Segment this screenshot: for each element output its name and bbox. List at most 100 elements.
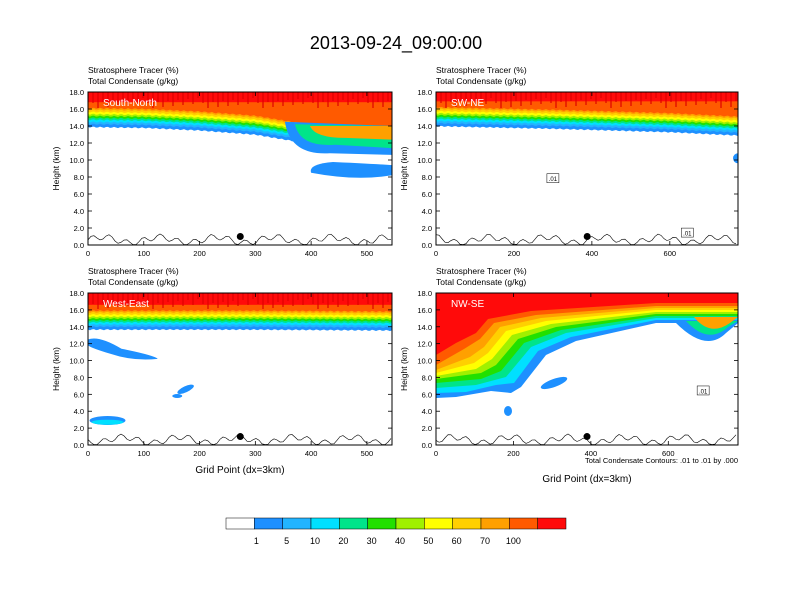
colorbar-label: 40 — [395, 536, 405, 546]
colorbar-swatch — [225, 517, 255, 530]
subtitle-condensate: Total Condensate (g/kg) — [88, 277, 178, 287]
cloud-blob — [540, 376, 568, 390]
colorbar-label: 5 — [284, 536, 289, 546]
subtitle-condensate: Total Condensate (g/kg) — [436, 277, 526, 287]
colorbar-label: 30 — [367, 536, 377, 546]
surface-marker — [583, 433, 591, 441]
panel-label: SW-NE — [451, 98, 484, 109]
y-tick-label: 8.0 — [74, 173, 84, 182]
y-axis-label: Height (km) — [399, 146, 409, 190]
y-tick-label: 10.0 — [69, 357, 84, 366]
colorbar-swatch — [254, 517, 283, 530]
cloud-blob — [177, 384, 194, 394]
panel-south-north: South-North Stratosphere Tracer (%)Total … — [51, 65, 393, 258]
y-tick-label: 4.0 — [422, 407, 432, 416]
x-axis-label: Grid Point (dx=3km) — [195, 465, 284, 476]
y-tick-label: 2.0 — [422, 224, 432, 233]
stratosphere-fill — [88, 92, 392, 103]
y-tick-label: 10.0 — [417, 357, 432, 366]
y-tick-label: 2.0 — [422, 424, 432, 433]
colorbar-swatch — [395, 517, 425, 530]
x-axis-label: Grid Point (dx=3km) — [542, 474, 631, 485]
x-tick-label: 400 — [585, 449, 598, 458]
y-tick-label: 6.0 — [422, 190, 432, 199]
y-tick-label: 0.0 — [422, 441, 432, 450]
contour-label: .01 — [699, 389, 708, 395]
plot-frame — [435, 292, 739, 446]
colorbar-label: 70 — [480, 536, 490, 546]
y-tick-label: 12.0 — [417, 139, 432, 148]
plot-area — [436, 92, 738, 245]
x-tick-label: 500 — [361, 449, 374, 458]
y-tick-label: 0.0 — [422, 241, 432, 250]
surface-marker — [583, 233, 591, 240]
cloud-blob — [88, 338, 158, 360]
y-axis-label: Height (km) — [399, 347, 409, 391]
x-tick-label: 0 — [434, 249, 438, 258]
y-tick-label: 18.0 — [417, 88, 432, 97]
figure-title: 2013-09-24_09:00:00 — [310, 33, 482, 54]
panel-label: West-East — [103, 299, 149, 310]
surface-marker — [236, 433, 244, 441]
y-tick-label: 16.0 — [69, 105, 84, 114]
x-tick-label: 400 — [305, 449, 318, 458]
subtitle-tracer: Stratosphere Tracer (%) — [88, 65, 179, 75]
cloud-blob — [504, 406, 512, 416]
y-tick-label: 8.0 — [422, 373, 432, 382]
y-tick-label: 4.0 — [422, 207, 432, 216]
x-tick-label: 400 — [305, 249, 318, 258]
colorbar-label: 20 — [338, 536, 348, 546]
x-tick-label: 600 — [664, 249, 677, 258]
plot-frame — [87, 292, 393, 446]
y-tick-label: 4.0 — [74, 207, 84, 216]
y-tick-label: 18.0 — [69, 88, 84, 97]
tracer-band — [436, 293, 738, 355]
y-tick-label: 14.0 — [417, 323, 432, 332]
contour-label-box — [681, 227, 694, 238]
contour-footnote: Total Condensate Contours: .01 to .01 by… — [585, 456, 738, 465]
y-tick-label: 6.0 — [74, 190, 84, 199]
y-axis-label: Height (km) — [51, 347, 61, 391]
y-tick-label: 8.0 — [74, 373, 84, 382]
surface-marker — [236, 233, 244, 240]
contour-label-box — [696, 385, 710, 396]
colorbar-label: 60 — [452, 536, 462, 546]
panel-label: South-North — [103, 98, 157, 109]
y-tick-label: 10.0 — [417, 156, 432, 165]
x-tick-label: 200 — [193, 449, 206, 458]
contour-label: .01 — [683, 232, 692, 238]
x-tick-label: 200 — [508, 249, 521, 258]
panel-sw-ne: .01 .01 SW-NE Stratosphere Tracer (%)Total … — [399, 65, 739, 258]
y-tick-label: 6.0 — [74, 390, 84, 399]
subtitle-tracer: Stratosphere Tracer (%) — [436, 266, 527, 276]
colorbar-swatch — [509, 517, 538, 530]
plot-area — [88, 92, 392, 245]
x-tick-label: 0 — [434, 449, 438, 458]
x-tick-label: 400 — [586, 249, 599, 258]
colorbar-label: 50 — [423, 536, 433, 546]
y-tick-label: 12.0 — [69, 139, 84, 148]
y-tick-label: 4.0 — [74, 407, 84, 416]
plot-frame — [87, 91, 393, 246]
cloud-blob — [91, 419, 124, 425]
colorbar-swatch — [367, 517, 397, 530]
contour-line — [436, 233, 737, 245]
panel-label: NW-SE — [451, 299, 484, 310]
y-tick-label: 6.0 — [422, 390, 432, 399]
contour-label-box — [546, 173, 560, 183]
y-tick-label: 18.0 — [417, 289, 432, 298]
x-tick-label: 0 — [86, 249, 90, 258]
tracer-band — [309, 126, 392, 140]
tracer-band — [694, 317, 738, 329]
x-tick-label: 500 — [361, 249, 374, 258]
stratosphere-fill — [436, 92, 738, 102]
condensate-contours — [436, 233, 737, 245]
cloud-gap — [327, 157, 392, 166]
colorbar-swatch — [310, 517, 340, 530]
colorbar-swatch — [480, 517, 510, 530]
colorbar-label: 10 — [310, 536, 320, 546]
y-tick-label: 14.0 — [69, 122, 84, 131]
colorbar-swatch — [537, 517, 567, 530]
cloud-blob — [733, 153, 738, 164]
y-tick-label: 12.0 — [69, 340, 84, 349]
